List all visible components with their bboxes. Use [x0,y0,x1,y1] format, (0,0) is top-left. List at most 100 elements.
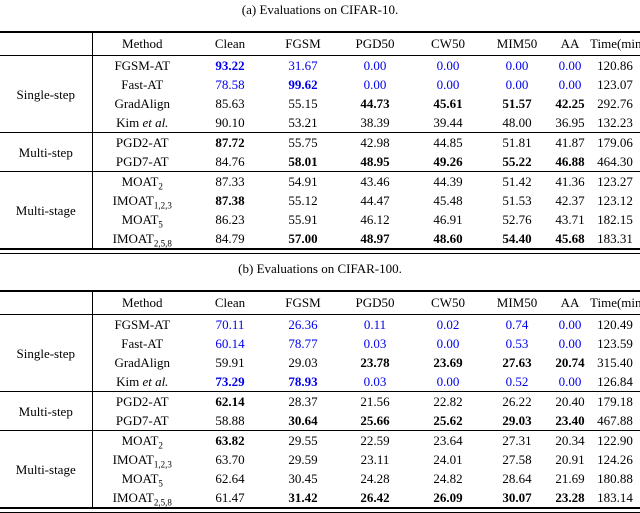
method-name-italic: et al. [142,374,169,389]
value-cell: 41.87 [550,132,590,152]
value-cell: 44.73 [360,96,390,111]
col-header-method: Method [92,291,192,315]
row-group: Multi-stage MOAT2 63.82 29.55 22.59 23.64 27.3… [0,430,640,508]
value-cell: 57.00 [288,231,318,246]
value-cell: 0.00 [558,336,582,351]
value-cell: 59.91 [215,355,245,370]
value-cell: 48.95 [360,154,390,169]
group-label: Multi-step [0,391,93,431]
method-name: IMOAT1,2,3 [112,193,172,211]
value-cell: 123.59 [597,336,633,351]
group-label: Single-step [0,55,93,133]
value-cell: 120.49 [597,317,633,332]
value-cell: 20.91 [555,452,585,467]
value-cell: 49.26 [433,154,463,169]
table-b: Method Clean FGSM PGD50 CW50 MIM50 AA Ti… [0,290,640,509]
method-subscript: 2 [158,181,163,192]
value-cell: 25.66 [360,413,390,428]
group-label: Single-step [0,314,93,392]
value-cell: 20.34 [550,430,590,450]
value-cell: 28.37 [268,391,338,411]
table-row: Multi-stage MOAT2 63.82 29.55 22.59 23.64 27.3… [0,430,640,508]
table-a-caption: (a) Evaluations on CIFAR-10. [241,2,399,17]
col-header-fgsm: FGSM [268,291,338,315]
table-row: Fast-AT 60.14 78.77 0.03 0.00 0.53 0.00 123.59 [0,334,640,353]
value-cell: 183.14 [597,490,633,505]
value-cell: 28.64 [502,471,532,486]
value-cell: 29.03 [502,413,532,428]
value-cell: 70.11 [215,317,245,332]
table-row: Fast-AT 78.58 99.62 0.00 0.00 0.00 0.00 123.07 [0,75,640,94]
method-subscript: 2,5,8 [153,497,172,508]
method-name: IMOAT2,5,8 [112,231,172,249]
value-cell: 464.30 [597,154,633,169]
value-cell: 0.00 [558,58,582,73]
col-header-cw50: CW50 [412,32,484,56]
value-cell: 45.61 [433,96,463,111]
value-cell: 179.18 [590,391,640,411]
value-cell: 29.03 [288,355,318,370]
value-cell: 51.57 [502,96,532,111]
header-row: Method Clean FGSM PGD50 CW50 MIM50 AA Ti… [0,32,640,56]
value-cell: 46.91 [433,212,463,227]
row-group: Multi-step PGD2-AT 62.14 28.37 21.56 22.82 26.… [0,391,640,431]
method-name: MOAT5 [121,212,163,230]
value-cell: 0.03 [363,374,387,389]
value-cell: 0.52 [505,374,529,389]
value-cell: 42.98 [338,132,412,152]
method-name: PGD7-AT [115,154,169,169]
header-spacer [0,291,93,315]
value-cell: 20.40 [550,391,590,411]
table-b-caption: (b) Evaluations on CIFAR-100. [238,261,402,276]
col-header-cw50: CW50 [412,291,484,315]
value-cell: 54.40 [502,231,532,246]
value-cell: 44.85 [412,132,484,152]
value-cell: 54.91 [268,171,338,191]
value-cell: 55.75 [268,132,338,152]
value-cell: 25.62 [433,413,463,428]
value-cell: 78.77 [288,336,318,351]
row-group: Single-step FGSM-AT 70.11 26.36 0.11 0.02 0.74… [0,314,640,392]
value-cell: 53.21 [288,115,318,130]
value-cell: 29.55 [268,430,338,450]
table-row: Single-step FGSM-AT 93.22 31.67 0.00 0.00 0.00… [0,55,640,133]
value-cell: 0.53 [505,336,529,351]
value-cell: 44.39 [412,171,484,191]
method-name: GradAlign [114,96,171,111]
value-cell: 26.36 [288,317,318,332]
col-header-mim50: MIM50 [484,32,550,56]
value-cell: 43.46 [338,171,412,191]
table-row: MOAT5 86.23 55.91 46.12 46.91 52.76 43.71 182.1… [0,210,640,229]
value-cell: 0.00 [436,336,460,351]
value-cell: 0.00 [436,374,460,389]
value-cell: 42.37 [555,193,585,208]
row-group: Single-step FGSM-AT 93.22 31.67 0.00 0.00 0.00… [0,55,640,133]
header-spacer [0,32,93,56]
value-cell: 44.47 [360,193,390,208]
method-name: MOAT2 [92,171,192,192]
value-cell: 0.00 [558,77,582,92]
method-name-italic: et al. [142,115,169,130]
method-name: PGD2-AT [92,391,192,411]
value-cell: 99.62 [288,77,318,92]
value-cell: 123.27 [590,171,640,191]
value-cell: 60.14 [215,336,245,351]
table-row: PGD7-AT 58.88 30.64 25.66 25.62 29.03 23.40 467… [0,411,640,431]
value-cell: 30.64 [288,413,318,428]
value-cell: 123.12 [597,193,633,208]
group-label: Multi-stage [0,430,93,508]
value-cell: 55.15 [288,96,318,111]
value-cell: 46.88 [555,154,585,169]
value-cell: 183.31 [597,231,633,246]
value-cell: 124.26 [597,452,633,467]
value-cell: 0.00 [363,77,387,92]
method-name: MOAT2 [92,430,192,450]
value-cell: 51.42 [484,171,550,191]
value-cell: 46.12 [360,212,390,227]
row-group: Multi-stage MOAT2 87.33 54.91 43.46 44.39 51.4… [0,171,640,249]
method-name: GradAlign [114,355,171,370]
value-cell: 30.45 [288,471,318,486]
value-cell: 23.64 [412,430,484,450]
method-name: FGSM-AT [114,58,171,73]
value-cell: 90.10 [215,115,245,130]
